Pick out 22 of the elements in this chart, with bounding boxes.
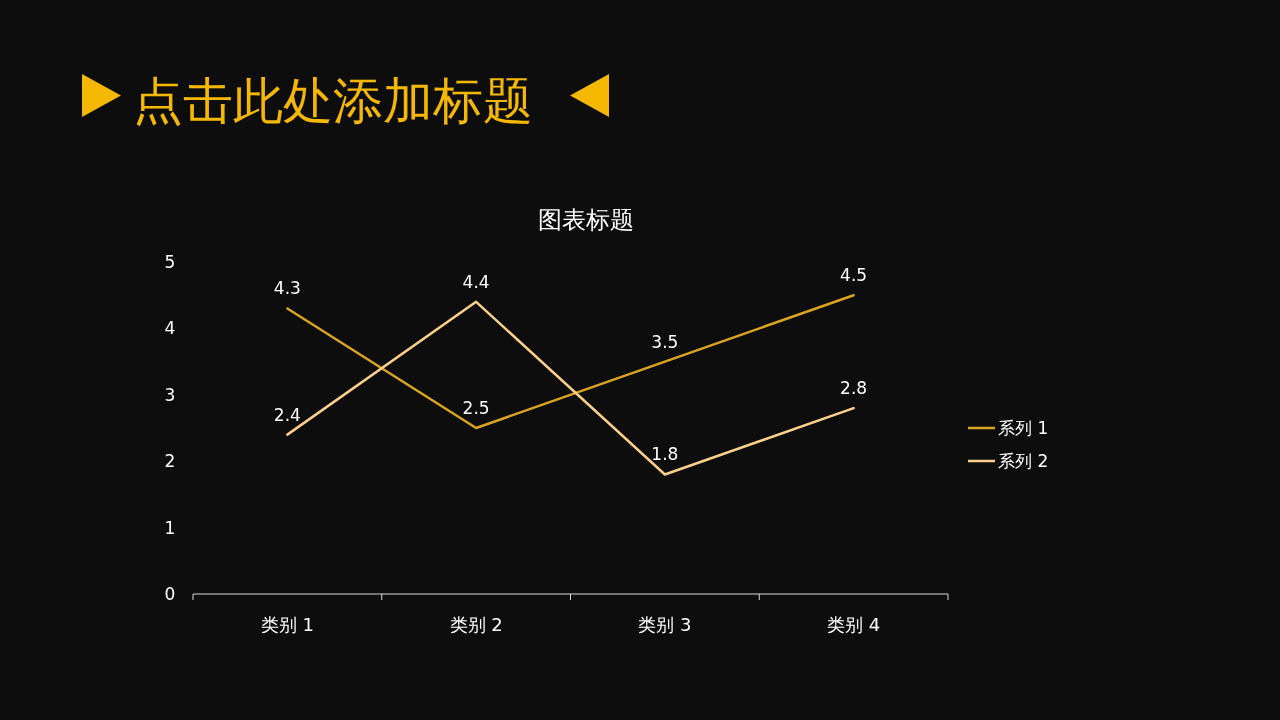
x-tick-label: 类别 4 <box>827 614 881 635</box>
chart-subtitle: 图表标题 <box>537 206 634 234</box>
data-label: 2.8 <box>840 378 868 399</box>
data-label: 2.4 <box>273 404 301 425</box>
chart-title: 点击此处添加标题 <box>133 72 533 130</box>
data-label: 3.5 <box>651 331 679 352</box>
y-tick-label: 1 <box>164 517 176 538</box>
legend-label: 系列 2 <box>998 451 1049 471</box>
legend-label: 系列 1 <box>998 418 1049 438</box>
x-tick-label: 类别 2 <box>449 614 503 635</box>
data-label: 4.4 <box>462 271 490 292</box>
x-tick-label: 类别 1 <box>260 614 314 635</box>
y-tick-label: 0 <box>164 584 176 604</box>
data-label: 2.5 <box>462 398 490 418</box>
y-tick-label: 5 <box>164 252 176 272</box>
data-label: 1.8 <box>651 444 679 465</box>
x-tick-label: 类别 3 <box>638 614 692 635</box>
data-label: 4.3 <box>273 278 301 299</box>
y-tick-label: 3 <box>164 384 176 405</box>
y-tick-label: 4 <box>164 318 176 339</box>
data-label: 4.5 <box>840 265 868 286</box>
y-tick-label: 2 <box>164 451 176 472</box>
